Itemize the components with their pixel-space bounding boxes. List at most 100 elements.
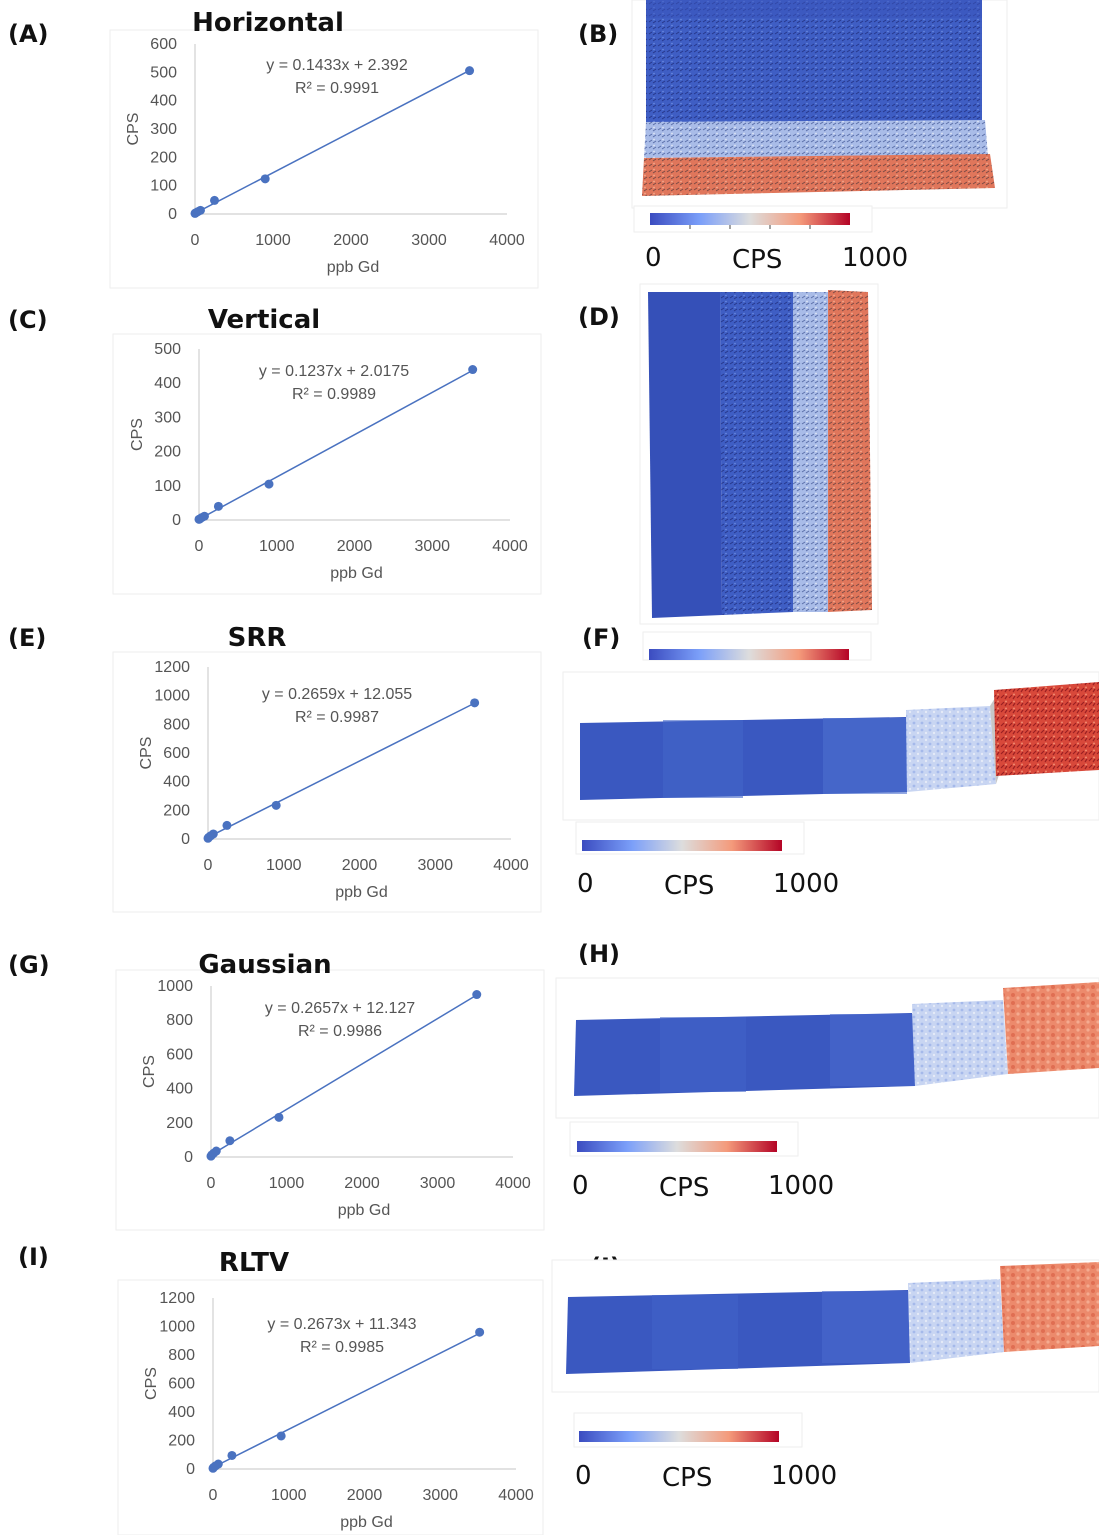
gaussian-y-tick-label: 200	[166, 1115, 193, 1132]
vertical-x-axis-title: ppb Gd	[330, 565, 382, 582]
colorbar-b: 0 CPS 1000	[633, 205, 908, 275]
horizontal-x-tick-label: 0	[191, 232, 200, 249]
panel-label-e: (E)	[8, 624, 46, 652]
rltv-data-point	[276, 1431, 286, 1441]
gaussian-x-tick-label: 3000	[420, 1175, 456, 1192]
srr-data-point	[222, 820, 232, 830]
panel-label-h: (H)	[578, 940, 620, 968]
chart-srr: SRR 0 200 400 600 800 1000 1200 0 1000 2000 3000 400…	[112, 623, 542, 913]
colorbar-f-max: 1000	[773, 869, 839, 899]
gaussian-chart-title: Gaussian	[198, 950, 331, 980]
srr-r-squared: R² = 0.9987	[295, 709, 379, 726]
horizontal-r-squared: R² = 0.9991	[295, 80, 379, 97]
gaussian-y-tick-label: 0	[184, 1149, 193, 1166]
horizontal-x-tick-label: 1000	[255, 232, 291, 249]
horizontal-x-tick-label: 2000	[333, 232, 369, 249]
vertical-r-squared: R² = 0.9989	[292, 386, 376, 403]
vertical-y-tick-label: 300	[154, 409, 181, 426]
rltv-chart-title: RLTV	[219, 1248, 289, 1278]
gaussian-y-tick-label: 1000	[157, 978, 193, 995]
srr-data-point	[208, 829, 218, 839]
gaussian-x-tick-label: 0	[207, 1175, 216, 1192]
gaussian-x-tick-label: 1000	[269, 1175, 305, 1192]
srr-y-tick-label: 400	[163, 774, 190, 791]
rltv-x-axis-title: ppb Gd	[340, 1514, 392, 1531]
srr-y-axis-title: CPS	[138, 737, 155, 770]
srr-chart-title: SRR	[228, 623, 287, 653]
vertical-data-point	[213, 501, 223, 511]
srr-y-tick-label: 1200	[154, 659, 190, 676]
vertical-y-tick-label: 400	[154, 375, 181, 392]
rltv-x-tick-label: 1000	[271, 1487, 307, 1504]
vertical-chart-title: Vertical	[208, 305, 320, 335]
horizontal-y-tick-label: 0	[168, 206, 177, 223]
srr-trendline	[207, 702, 475, 838]
vertical-data-point	[199, 511, 209, 521]
srr-y-tick-label: 0	[181, 831, 190, 848]
chart-rltv: RLTV 0 200 400 600 800 1000 1200 0 1000 2000 3000 40…	[117, 1248, 544, 1535]
colorbar-b-min: 0	[645, 243, 662, 273]
horizontal-data-point	[195, 205, 205, 215]
gaussian-chart-frame	[115, 969, 545, 1231]
vertical-trendline	[198, 369, 474, 520]
horizontal-y-tick-label: 200	[150, 149, 177, 166]
panel-label-a: (A)	[8, 20, 49, 48]
horizontal-x-tick-label: 4000	[489, 232, 525, 249]
horizontal-data-point	[465, 66, 475, 76]
vertical-data-point	[468, 365, 478, 375]
srr-data-point	[271, 800, 281, 810]
horizontal-chart-title: Horizontal	[192, 8, 344, 38]
srr-y-tick-label: 1000	[154, 688, 190, 705]
rltv-y-tick-label: 0	[186, 1461, 195, 1478]
vertical-y-tick-label: 100	[154, 478, 181, 495]
colorbar-b-label: CPS	[732, 245, 782, 275]
colorbar-f: 0 CPS 1000	[575, 821, 839, 901]
vertical-y-tick-label: 0	[172, 512, 181, 529]
rltv-trendline	[212, 1332, 480, 1469]
horizontal-trendline	[194, 69, 470, 214]
colorbar-b-max: 1000	[842, 243, 908, 273]
gaussian-y-tick-label: 400	[166, 1081, 193, 1098]
vertical-y-tick-label: 200	[154, 444, 181, 461]
colorbar-j-label: CPS	[662, 1463, 712, 1493]
rltv-y-axis-title: CPS	[143, 1367, 160, 1400]
horizontal-y-axis-title: CPS	[125, 113, 142, 146]
colorbar-h-max: 1000	[768, 1171, 834, 1201]
rltv-y-tick-label: 200	[168, 1433, 195, 1450]
gaussian-data-point	[211, 1146, 221, 1156]
horizontal-y-tick-label: 400	[150, 93, 177, 110]
rltv-data-point	[475, 1327, 485, 1337]
horizontal-trend-equation: y = 0.1433x + 2.392	[266, 57, 408, 74]
rltv-y-tick-label: 600	[168, 1376, 195, 1393]
gaussian-trendline	[210, 994, 478, 1156]
render-vertical	[639, 283, 879, 625]
rltv-x-tick-label: 2000	[347, 1487, 383, 1504]
horizontal-x-axis-title: ppb Gd	[327, 259, 379, 276]
gaussian-x-tick-label: 4000	[495, 1175, 531, 1192]
vertical-chart-frame	[112, 333, 542, 595]
panel-label-c: (C)	[8, 306, 48, 334]
srr-data-point	[470, 698, 480, 708]
rltv-x-tick-label: 4000	[498, 1487, 534, 1504]
rltv-y-tick-label: 1000	[159, 1319, 195, 1336]
horizontal-data-point	[210, 195, 219, 205]
rltv-y-tick-label: 800	[168, 1347, 195, 1364]
render-srr	[562, 671, 1099, 821]
gaussian-data-point	[472, 990, 482, 1000]
gaussian-y-axis-title: CPS	[141, 1055, 158, 1088]
render-rltv	[551, 1259, 1099, 1393]
srr-y-tick-label: 800	[163, 716, 190, 733]
colorbar-h: 0 CPS 1000	[569, 1121, 834, 1203]
panel-label-d: (D)	[578, 303, 620, 331]
gaussian-data-point	[225, 1136, 235, 1146]
horizontal-y-tick-label: 100	[150, 178, 177, 195]
panel-label-i: (I)	[18, 1243, 49, 1271]
vertical-x-tick-label: 2000	[337, 538, 373, 555]
colorbar-h-label: CPS	[659, 1173, 709, 1203]
srr-x-tick-label: 1000	[266, 857, 302, 874]
gaussian-x-tick-label: 2000	[344, 1175, 380, 1192]
chart-horizontal: Horizontal 0 100 200 300 400 500 600 0 1000 2000 30…	[109, 8, 539, 289]
rltv-data-point	[227, 1450, 237, 1460]
srr-y-tick-label: 600	[163, 745, 190, 762]
gaussian-r-squared: R² = 0.9986	[298, 1023, 382, 1040]
